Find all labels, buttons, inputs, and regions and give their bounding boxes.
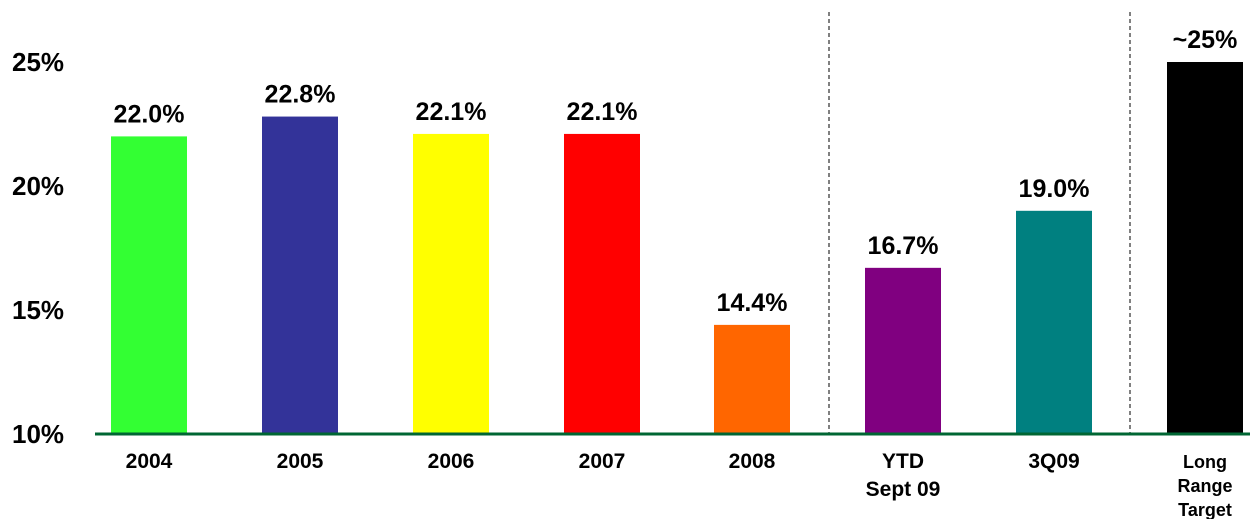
x-category-label: YTD bbox=[882, 450, 924, 473]
x-category-label: Sept 09 bbox=[866, 478, 941, 501]
data-label: 22.0% bbox=[114, 100, 185, 128]
x-category-label: 2008 bbox=[729, 450, 776, 473]
x-category-label: 2006 bbox=[428, 450, 475, 473]
x-category-label: 2004 bbox=[126, 450, 173, 473]
bar bbox=[111, 136, 187, 434]
bar bbox=[865, 267, 941, 434]
x-category-label: Long bbox=[1183, 452, 1227, 472]
y-tick-label: 10% bbox=[12, 419, 64, 449]
bar bbox=[564, 133, 640, 435]
bar bbox=[1167, 62, 1243, 434]
y-tick-label: 15% bbox=[12, 295, 64, 325]
bar bbox=[714, 324, 790, 434]
bar bbox=[1016, 210, 1092, 434]
data-label: 22.1% bbox=[567, 98, 638, 126]
data-label: 22.8% bbox=[265, 81, 336, 109]
x-category-label: Target bbox=[1178, 500, 1232, 519]
separator-lines bbox=[828, 12, 1131, 434]
x-category-label: 3Q09 bbox=[1028, 450, 1079, 473]
y-tick-label: 25% bbox=[12, 47, 64, 77]
data-label: ~25% bbox=[1173, 26, 1238, 54]
data-labels: 22.0% 22.8% 22.1% 22.1% 14.4% 16.7% 19.0% ~25% bbox=[114, 26, 1238, 317]
data-label: 22.1% bbox=[416, 98, 487, 126]
bars bbox=[111, 62, 1243, 435]
x-category-label: 2005 bbox=[277, 450, 324, 473]
data-label: 19.0% bbox=[1019, 175, 1090, 203]
x-category-label: 2007 bbox=[579, 450, 626, 473]
data-label: 16.7% bbox=[868, 232, 939, 260]
x-axis-categories: 2004 2005 2006 2007 2008 YTD Sept 09 3Q09 Long Ra… bbox=[126, 450, 1233, 519]
x-category-label: Range bbox=[1177, 476, 1232, 496]
bar bbox=[262, 116, 338, 434]
data-label: 14.4% bbox=[717, 289, 788, 317]
bar bbox=[413, 133, 489, 435]
y-axis-ticks: 10% 15% 20% 25% bbox=[12, 47, 64, 449]
y-tick-label: 20% bbox=[12, 171, 64, 201]
